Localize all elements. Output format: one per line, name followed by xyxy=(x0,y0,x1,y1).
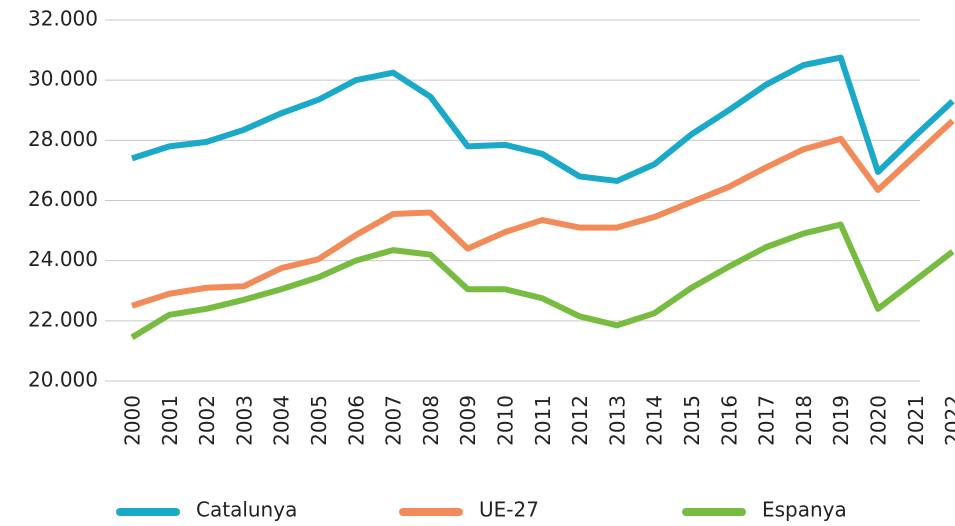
x-tick-label: 2016 xyxy=(717,395,741,446)
y-tick-label: 28.000 xyxy=(28,127,98,151)
x-tick-label: 2022 xyxy=(941,395,955,446)
legend-label: Catalunya xyxy=(196,498,297,522)
y-tick-label: 32.000 xyxy=(28,7,98,31)
x-tick-label: 2018 xyxy=(792,395,816,446)
x-tick-label: 2000 xyxy=(121,395,145,446)
x-tick-label: 2004 xyxy=(270,395,294,446)
x-tick-label: 2007 xyxy=(382,395,406,446)
x-tick-label: 2014 xyxy=(643,395,667,446)
legend-label: Espanya xyxy=(762,498,847,522)
x-tick-label: 2011 xyxy=(531,395,555,446)
y-tick-label: 26.000 xyxy=(28,187,98,211)
y-tick-label: 24.000 xyxy=(28,247,98,271)
y-tick-label: 30.000 xyxy=(28,67,98,91)
series-line xyxy=(130,221,955,340)
x-tick-label: 2009 xyxy=(456,395,480,446)
x-tick-label: 2012 xyxy=(568,395,592,446)
x-tick-label: 2006 xyxy=(344,395,368,446)
x-tick-label: 2001 xyxy=(158,395,182,446)
x-tick-label: 2002 xyxy=(195,395,219,446)
x-tick-label: 2010 xyxy=(494,395,518,446)
x-tick-label: 2003 xyxy=(232,395,256,446)
x-tick-label: 2013 xyxy=(605,395,629,446)
y-tick-label: 20.000 xyxy=(28,368,98,392)
legend-label: UE-27 xyxy=(479,498,539,522)
x-tick-label: 2017 xyxy=(755,395,779,446)
x-tick-label: 2015 xyxy=(680,395,704,446)
x-tick-label: 2005 xyxy=(307,395,331,446)
x-tick-label: 2021 xyxy=(904,395,928,446)
x-tick-label: 2019 xyxy=(829,395,853,446)
series-line xyxy=(131,54,955,184)
y-tick-label: 22.000 xyxy=(28,307,98,331)
x-tick-label: 2020 xyxy=(867,395,891,446)
series-line xyxy=(131,118,955,309)
x-tick-label: 2008 xyxy=(419,395,443,446)
